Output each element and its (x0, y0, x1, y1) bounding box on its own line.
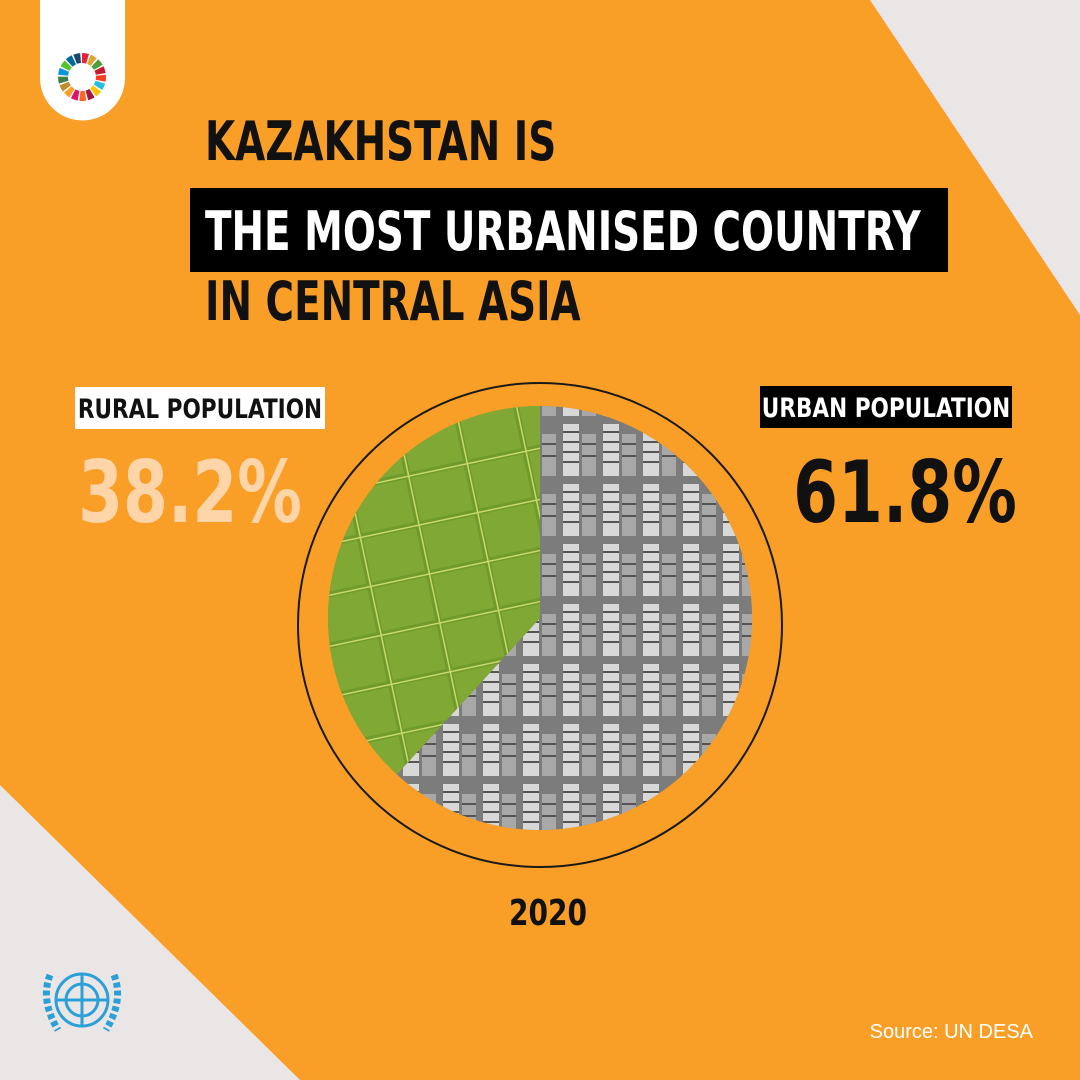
sdg-segment (60, 60, 72, 71)
title-line-group: IN CENTRAL ASIA (205, 271, 581, 334)
corner-shape (870, 0, 1080, 315)
sdg-segment (64, 86, 75, 98)
year-label: 2020 (509, 892, 587, 934)
value-label-group: 38.2% (78, 442, 302, 543)
legend-label-group: URBAN POPULATION (762, 392, 1010, 424)
slice-texture (396, 406, 753, 830)
title-line: KAZAKHSTAN IS (205, 111, 556, 174)
sdg-segment (57, 76, 69, 84)
legend-label: URBAN POPULATION (762, 392, 1010, 424)
sdg-segment (91, 59, 103, 70)
slice-texture (328, 406, 540, 775)
sdg-segment (82, 52, 89, 64)
title-highlight (190, 188, 948, 272)
legend-label-group: RURAL POPULATION (78, 393, 322, 425)
sdg-segment (59, 81, 71, 92)
legend-label: RURAL POPULATION (78, 393, 322, 425)
title-line: THE MOST URBANISED COUNTRY (205, 201, 921, 264)
sdg-segment (58, 67, 69, 76)
value-label-group: 61.8% (793, 442, 1017, 543)
value-label: 38.2% (78, 442, 302, 543)
pie-ring (297, 382, 783, 868)
title-line-group: KAZAKHSTAN IS (205, 111, 556, 174)
sdg-segment (85, 88, 95, 101)
corner-shape (0, 785, 300, 1080)
sdg-segment (70, 89, 80, 101)
un-logo (42, 972, 122, 1032)
sdg-segment (79, 90, 87, 102)
sdg-segment (93, 80, 106, 90)
legend-box (760, 386, 1012, 428)
sdg-segment (65, 55, 76, 67)
sdg-segment (95, 74, 106, 82)
title-line-group: THE MOST URBANISED COUNTRY (205, 201, 921, 264)
sdg-segment (73, 53, 81, 64)
sdg-segment (87, 54, 97, 66)
sdg-segment (94, 66, 106, 75)
sdg-logo (57, 52, 106, 102)
value-label: 61.8% (793, 442, 1017, 543)
source: Source: UN DESA (870, 1021, 1034, 1043)
legend-box (75, 387, 325, 429)
sdg-segment (90, 85, 102, 97)
year-label-group: 2020 (509, 892, 587, 934)
title-line: IN CENTRAL ASIA (205, 271, 581, 334)
